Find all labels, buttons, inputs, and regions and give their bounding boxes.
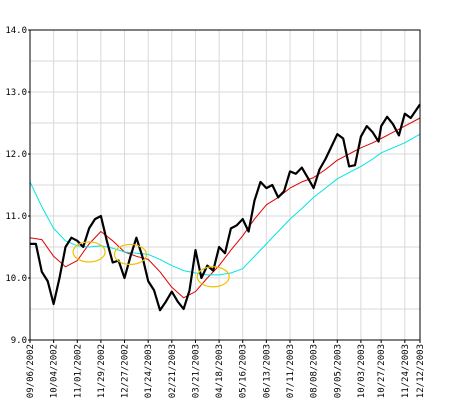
grid xyxy=(30,30,420,340)
y-tick-label: 9.0 xyxy=(11,336,27,346)
x-tick-label: 05/16/2003 xyxy=(239,344,249,398)
series-group xyxy=(29,103,421,312)
x-tick-label: 01/24/2003 xyxy=(144,344,154,398)
y-tick-label: 10.0 xyxy=(5,274,27,284)
y-tick-label: 11.0 xyxy=(5,212,27,222)
x-tick-label: 08/08/2003 xyxy=(310,344,320,398)
crossover-highlight-ellipse xyxy=(113,243,148,266)
x-tick-label: 12/27/2002 xyxy=(121,344,131,398)
crossover-highlight-ellipse xyxy=(72,241,106,263)
y-tick-label: 12.0 xyxy=(5,150,27,160)
series-line-short-moving-average xyxy=(29,117,421,299)
x-tick-label: 09/06/2002 xyxy=(26,344,36,398)
y-tick-label: 13.0 xyxy=(5,88,27,98)
x-tick-label: 11/24/2003 xyxy=(401,344,411,398)
series-line-price xyxy=(30,103,421,312)
x-tick-label: 09/05/2003 xyxy=(333,344,343,398)
x-tick-label: 11/29/2002 xyxy=(97,344,107,398)
x-axis: 09/06/2002 10/04/2002 11/01/2002 11/29/2002… xyxy=(26,340,426,398)
x-tick-label: 07/11/2003 xyxy=(286,344,296,398)
x-tick-label: 06/13/2003 xyxy=(262,344,272,398)
crossover-highlight-ellipse xyxy=(196,266,230,288)
x-tick-label: 11/01/2002 xyxy=(73,344,83,398)
x-tick-label: 12/12/2003 xyxy=(416,344,426,398)
plot-area-border xyxy=(29,29,421,341)
x-tick-label: 04/18/2003 xyxy=(215,344,225,398)
x-tick-label: 10/27/2003 xyxy=(377,344,387,398)
x-tick-label: 10/03/2003 xyxy=(357,344,367,398)
y-tick-label: 14.0 xyxy=(5,26,27,36)
x-tick-label: 02/21/2003 xyxy=(168,344,178,398)
annotation-group xyxy=(72,241,230,288)
x-tick-label: 10/04/2002 xyxy=(50,344,60,398)
series-line-long-moving-average xyxy=(29,133,421,276)
y-axis: 9.0 10.0 11.0 12.0 13.0 14.0 xyxy=(5,26,30,346)
x-tick-label: 03/21/2003 xyxy=(191,344,201,398)
